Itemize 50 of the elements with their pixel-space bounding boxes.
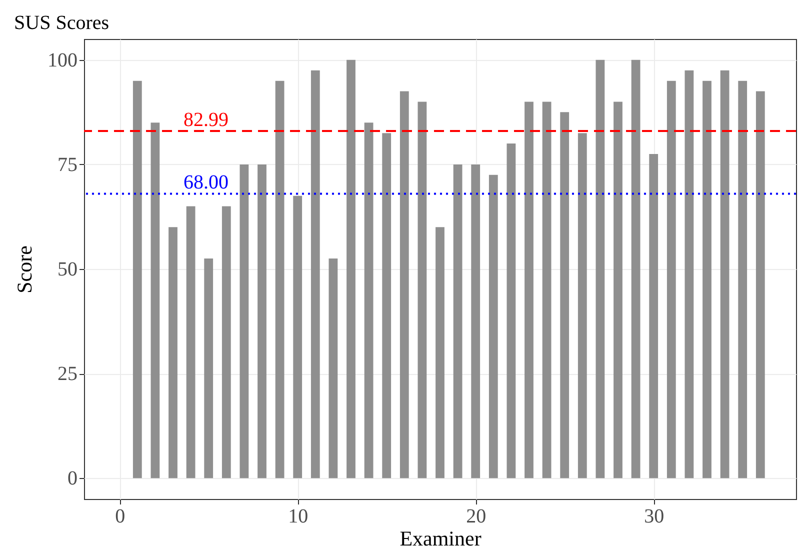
- y-tick-label: 100: [48, 49, 78, 72]
- bar: [186, 206, 196, 478]
- bar: [240, 164, 249, 478]
- bar: [738, 80, 748, 478]
- bar: [346, 60, 356, 478]
- bar: [453, 164, 462, 478]
- bar: [132, 80, 142, 478]
- bar: [720, 70, 730, 478]
- bar: [488, 174, 498, 478]
- bar: [666, 80, 676, 478]
- bar: [364, 122, 374, 478]
- bar: [382, 133, 392, 478]
- bar: [204, 258, 214, 478]
- bar: [275, 80, 284, 478]
- ref-line-label: 82.99: [184, 109, 228, 132]
- bar: [222, 206, 231, 478]
- bar: [168, 227, 178, 478]
- y-tick-label: 25: [58, 363, 78, 386]
- chart-title: SUS Scores: [14, 12, 110, 34]
- y-tick-label: 0: [68, 468, 78, 490]
- bar: [471, 164, 480, 478]
- y-tick-label: 75: [58, 154, 78, 176]
- y-axis-title: Score: [12, 246, 36, 294]
- bar: [258, 164, 266, 478]
- x-tick-label: 10: [288, 506, 308, 528]
- bar: [400, 91, 409, 478]
- bar: [649, 154, 658, 478]
- bar: [542, 102, 552, 478]
- bar: [328, 258, 338, 478]
- x-tick-label: 20: [466, 506, 486, 528]
- bar: [560, 112, 570, 478]
- bar: [506, 144, 516, 478]
- bar: [418, 102, 427, 478]
- bar: [524, 102, 534, 478]
- bar: [150, 122, 160, 478]
- bar: [631, 60, 640, 478]
- bar: [756, 91, 765, 478]
- y-tick-label: 50: [58, 258, 78, 280]
- bar: [293, 196, 302, 478]
- bar: [702, 80, 712, 478]
- x-tick-label: 0: [115, 506, 126, 528]
- bar: [310, 70, 320, 478]
- bar: [436, 227, 444, 478]
- x-axis-title: Examiner: [400, 526, 482, 550]
- bar: [684, 70, 694, 478]
- ref-line-label: 68.00: [184, 172, 228, 194]
- bar: [614, 102, 622, 478]
- bar: [596, 60, 605, 478]
- x-tick-label: 30: [644, 506, 664, 528]
- bar: [578, 133, 587, 478]
